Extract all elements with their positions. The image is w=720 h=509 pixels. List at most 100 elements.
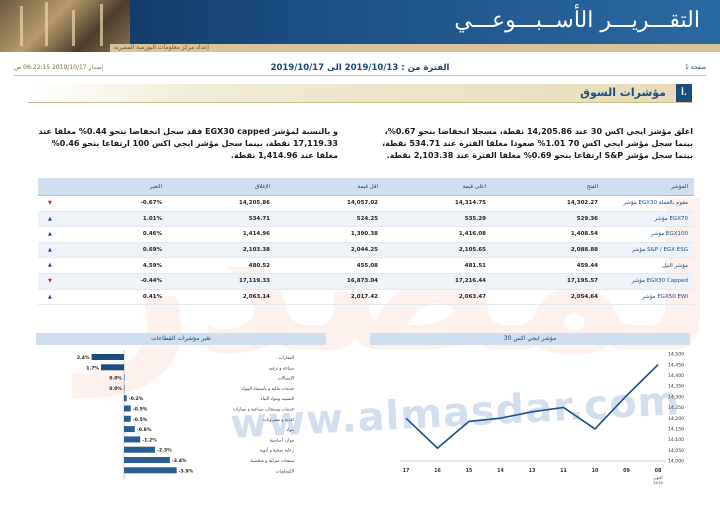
- high-cell: 481.51: [384, 257, 492, 274]
- down-arrow-icon: ▼: [48, 200, 52, 206]
- close-cell: 17,119.33: [168, 273, 276, 290]
- change-value: 1.01%: [142, 215, 162, 222]
- up-arrow-icon: ▲: [48, 293, 52, 300]
- sector-bar: [124, 436, 141, 443]
- sector-label: الكيماويات: [275, 468, 294, 474]
- index-name-cell: مؤشر EGX70: [604, 211, 694, 228]
- index-name-cell: مؤشر EGX100: [604, 226, 694, 243]
- y-tick-label: 14,450: [668, 362, 684, 368]
- open-cell: 459.44: [492, 257, 604, 274]
- sector-label: بنوك: [286, 428, 294, 433]
- sector-label: العقارات: [279, 356, 294, 361]
- high-cell: 2,105.65: [384, 242, 492, 259]
- down-arrow-icon: ▼: [48, 277, 52, 284]
- table-row: ▲ 0.69% 2,103.38 2,044.25 2,105.65 2,088.88 مؤ…: [38, 242, 694, 259]
- open-cell: 17,195.57: [492, 273, 604, 290]
- change-cell: ▲ 0.46%: [38, 226, 168, 243]
- report-subtitle: إعداد مركز معلومات البورصة المصرية: [114, 44, 209, 51]
- low-cell: 455.08: [276, 257, 384, 274]
- change-cell: ▼ -0.44%: [38, 273, 168, 290]
- y-tick-label: 14,250: [668, 405, 684, 411]
- change-cell: ▲ 0.41%: [38, 289, 168, 306]
- close-cell: 480.52: [168, 257, 276, 274]
- x-tick-label: 14: [497, 468, 504, 474]
- high-cell: 535.29: [384, 211, 492, 228]
- col-open: الفتح: [492, 178, 604, 196]
- sector-bar: [124, 415, 131, 422]
- table-row: ▲ 1.01% 534.71 524.25 535.29 529.36 مؤشر EGX70: [38, 211, 694, 228]
- market-summary-left: و بالنسبة لمؤشر EGX30 capped فقد سجل انخ…: [38, 127, 338, 160]
- change-value: 0.46%: [142, 231, 162, 238]
- table-row: ▼ -0.44% 17,119.33 16,873.04 17,216.44 17,195…: [38, 273, 694, 290]
- x-tick-label: 17: [403, 468, 410, 474]
- up-arrow-icon: ▲: [48, 215, 52, 222]
- y-tick-label: 14,050: [668, 448, 684, 454]
- table-header-row: التغير الإغلاق اقل قيمة اعلى قيمة الفتح …: [38, 178, 694, 196]
- market-summary-right: اغلق مؤشر ايجي اكس 30 عند 14,205.86 نقطة…: [382, 127, 693, 160]
- sector-bar: [124, 374, 125, 381]
- sector-bar: [124, 457, 170, 463]
- bar-value-label: -0.2%: [129, 396, 144, 402]
- section-header: أ. مؤشرات السوق: [28, 84, 692, 103]
- y-tick-label: 14,300: [668, 394, 684, 400]
- x-tick-label: 08: [655, 468, 662, 474]
- change-cell: ▲ 1.01%: [38, 211, 168, 228]
- x-tick-label: 13: [529, 468, 536, 474]
- section-title: مؤشرات السوق: [580, 86, 666, 99]
- table-row: ▲ 0.41% 2,063.14 2,017.42 2,063.47 2,054.64 مؤ…: [38, 289, 694, 306]
- change-cell: ▲ 4.59%: [38, 257, 168, 274]
- sector-chart-title: تغير مؤشرات القطاعات: [36, 333, 326, 345]
- change-value: 0.41%: [142, 293, 162, 300]
- change-value: -0.67%: [140, 200, 162, 207]
- close-cell: 14,205.86: [168, 195, 276, 212]
- col-close: الإغلاق: [168, 178, 276, 196]
- change-value: -0.44%: [140, 278, 162, 285]
- print-time: إصدار 2019/10/17 06:22:15 ص: [14, 64, 104, 71]
- sector-label: منتجات منزلية و شخصية: [250, 459, 294, 464]
- index-name-cell: مؤشر EGX30 Capped: [604, 273, 694, 290]
- x-tick-label: 16: [434, 468, 441, 474]
- egx30-series-line: [405, 364, 659, 450]
- low-cell: 2,044.25: [276, 242, 384, 259]
- x-tick-label: 09: [623, 468, 630, 474]
- sector-label: خدمات مالية و باستثناء البنوك: [241, 387, 294, 392]
- table-row: ▲ 0.46% 1,414.96 1,390.38 1,416.08 1,408.54 مؤ…: [38, 226, 694, 243]
- x-tick-label: 10: [592, 468, 599, 474]
- sector-bar: [124, 395, 127, 402]
- table-row: ▲ 4.59% 480.52 455.08 481.51 459.44 مؤشر النيل: [38, 257, 694, 274]
- close-cell: 2,103.38: [168, 242, 276, 259]
- section-number: أ.: [676, 84, 692, 102]
- year-label: 2019: [653, 480, 663, 485]
- sector-bar: [124, 467, 177, 474]
- sector-change-chart: 2.4% العقارات 1.7% سياحة و ترفيه 0.0% الإتصال…: [77, 350, 295, 480]
- open-cell: 529.36: [492, 211, 604, 228]
- y-tick-label: 14,400: [668, 373, 684, 379]
- low-cell: 16,873.04: [276, 273, 384, 290]
- open-cell: 14,302.27: [492, 195, 604, 212]
- header-banner: التقـــريـــر الأســبـــوعـــي إعداد مرك…: [0, 0, 720, 52]
- high-cell: 1,416.08: [384, 226, 492, 243]
- index-name-cell: مؤشر EGX50 EWI: [604, 289, 694, 306]
- sector-label: موارد أساسية: [270, 436, 294, 443]
- sector-bar: [124, 384, 125, 391]
- close-cell: 2,063.14: [168, 289, 276, 306]
- sector-label: خدمات ومنتجات صناعية و سيارات: [233, 408, 294, 413]
- report-period: الفترة من : 2019/10/13 الى 2019/10/17: [270, 63, 450, 73]
- low-cell: 2,017.42: [276, 289, 384, 306]
- bar-value-label: -0.8%: [137, 427, 152, 433]
- low-cell: 1,390.38: [276, 226, 384, 243]
- open-cell: 2,088.88: [492, 242, 604, 259]
- header-photo: [0, 0, 130, 52]
- report-title: التقـــريـــر الأســبـــوعـــي: [454, 8, 700, 33]
- x-tick-label: 15: [466, 468, 473, 474]
- sector-label: التشييد ومواد البناء: [261, 397, 294, 402]
- high-cell: 2,063.47: [384, 289, 492, 306]
- sector-label: سياحة و ترفيه: [269, 366, 295, 371]
- index-name-cell: مؤشر النيل: [604, 257, 694, 274]
- bar-value-label: -2.3%: [157, 448, 172, 454]
- y-tick-label: 14,500: [668, 352, 684, 358]
- open-cell: 1,408.54: [492, 226, 604, 243]
- y-tick-label: 14,150: [668, 427, 684, 433]
- header-rule: [110, 44, 720, 52]
- change-cell: ▲ 0.69%: [38, 242, 168, 259]
